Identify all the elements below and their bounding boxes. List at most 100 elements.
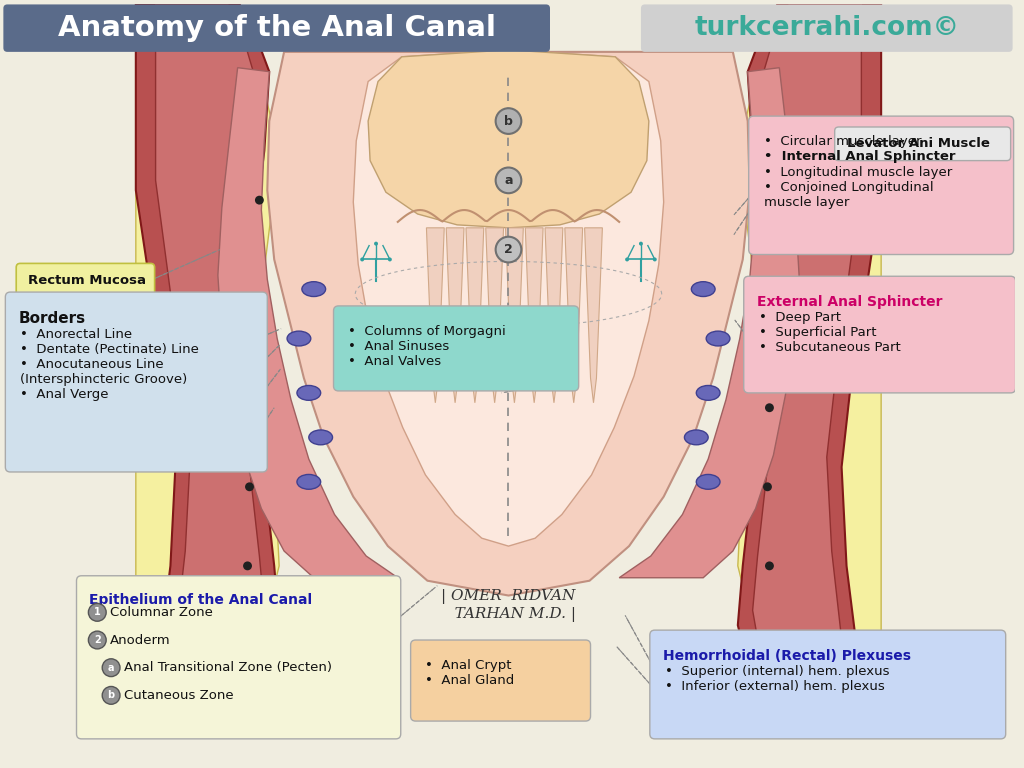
Text: Epithelium of the Anal Canal: Epithelium of the Anal Canal bbox=[89, 593, 312, 607]
Circle shape bbox=[496, 108, 521, 134]
Circle shape bbox=[102, 659, 120, 677]
Text: Anatomy of the Anal Canal: Anatomy of the Anal Canal bbox=[58, 14, 497, 42]
Text: Anoderm: Anoderm bbox=[111, 634, 171, 647]
Text: •  Anocutaneous Line
(Intersphincteric Groove): • Anocutaneous Line (Intersphincteric Gr… bbox=[20, 359, 187, 386]
FancyBboxPatch shape bbox=[650, 630, 1006, 739]
FancyBboxPatch shape bbox=[77, 576, 400, 739]
Text: Rectum Mucosa: Rectum Mucosa bbox=[28, 273, 146, 286]
Polygon shape bbox=[368, 50, 649, 228]
Polygon shape bbox=[466, 228, 483, 402]
Polygon shape bbox=[156, 5, 264, 665]
Circle shape bbox=[765, 561, 774, 571]
Text: a: a bbox=[504, 174, 513, 187]
Text: •  Anorectal Line: • Anorectal Line bbox=[20, 328, 132, 341]
FancyBboxPatch shape bbox=[749, 116, 1014, 254]
Text: •  Circular muscle layer: • Circular muscle layer bbox=[764, 135, 921, 148]
Text: b: b bbox=[504, 114, 513, 127]
Polygon shape bbox=[506, 228, 523, 402]
Text: •  Columns of Morgagni: • Columns of Morgagni bbox=[348, 325, 506, 338]
Text: •  Dentate (Pectinate) Line: • Dentate (Pectinate) Line bbox=[20, 343, 199, 356]
Circle shape bbox=[247, 324, 256, 333]
Ellipse shape bbox=[684, 430, 709, 445]
Circle shape bbox=[496, 167, 521, 194]
Circle shape bbox=[360, 257, 365, 261]
Polygon shape bbox=[136, 52, 280, 680]
Polygon shape bbox=[485, 228, 504, 402]
Text: Hemorrhoidal (Rectal) Plexuses: Hemorrhoidal (Rectal) Plexuses bbox=[663, 649, 910, 663]
Text: 2: 2 bbox=[504, 243, 513, 256]
Circle shape bbox=[255, 196, 264, 204]
Polygon shape bbox=[426, 228, 444, 402]
Text: •  Anal Gland: • Anal Gland bbox=[425, 674, 515, 687]
Ellipse shape bbox=[297, 475, 321, 489]
Polygon shape bbox=[565, 228, 583, 402]
Text: •  Deep Part: • Deep Part bbox=[759, 311, 841, 324]
Polygon shape bbox=[267, 52, 750, 595]
Text: •  Conjoined Longitudinal
muscle layer: • Conjoined Longitudinal muscle layer bbox=[764, 181, 933, 209]
Text: Anal Transitional Zone (Pecten): Anal Transitional Zone (Pecten) bbox=[124, 661, 332, 674]
Ellipse shape bbox=[707, 331, 730, 346]
Circle shape bbox=[496, 237, 521, 263]
Text: •  Superior (internal) hem. plexus: • Superior (internal) hem. plexus bbox=[665, 665, 889, 677]
Polygon shape bbox=[525, 228, 543, 402]
FancyBboxPatch shape bbox=[641, 5, 1013, 52]
Ellipse shape bbox=[691, 282, 715, 296]
FancyBboxPatch shape bbox=[411, 640, 591, 721]
Text: •  Superficial Part: • Superficial Part bbox=[759, 326, 877, 339]
Circle shape bbox=[88, 631, 106, 649]
Text: 1: 1 bbox=[94, 607, 100, 617]
Text: Borders: Borders bbox=[18, 311, 85, 326]
Polygon shape bbox=[753, 5, 861, 665]
Text: External Anal Sphincter: External Anal Sphincter bbox=[757, 295, 942, 309]
Text: 1: 1 bbox=[504, 332, 513, 345]
Polygon shape bbox=[738, 5, 881, 680]
Circle shape bbox=[653, 257, 656, 261]
FancyBboxPatch shape bbox=[3, 5, 550, 52]
FancyBboxPatch shape bbox=[334, 306, 579, 391]
Circle shape bbox=[374, 242, 378, 246]
Text: Columnar Zone: Columnar Zone bbox=[111, 606, 213, 619]
Text: Cutaneous Zone: Cutaneous Zone bbox=[124, 689, 233, 702]
Polygon shape bbox=[136, 5, 280, 680]
Circle shape bbox=[102, 687, 120, 704]
Circle shape bbox=[753, 196, 762, 204]
FancyBboxPatch shape bbox=[16, 263, 155, 297]
Circle shape bbox=[761, 324, 770, 333]
Circle shape bbox=[765, 403, 774, 412]
Circle shape bbox=[625, 257, 629, 261]
FancyBboxPatch shape bbox=[835, 127, 1011, 161]
Text: •  Internal Anal Sphincter: • Internal Anal Sphincter bbox=[764, 151, 955, 164]
Circle shape bbox=[243, 403, 252, 412]
Text: •  Inferior (external) hem. plexus: • Inferior (external) hem. plexus bbox=[665, 680, 885, 693]
Text: Levator Ani Muscle: Levator Ani Muscle bbox=[847, 137, 989, 151]
FancyBboxPatch shape bbox=[743, 276, 1016, 393]
Circle shape bbox=[496, 326, 521, 352]
Circle shape bbox=[245, 482, 254, 492]
Text: | OMER  RIDVAN
   TARHAN M.D. |: | OMER RIDVAN TARHAN M.D. | bbox=[440, 589, 577, 621]
Polygon shape bbox=[620, 68, 799, 578]
Text: •  Longitudinal muscle layer: • Longitudinal muscle layer bbox=[764, 166, 951, 178]
Ellipse shape bbox=[309, 430, 333, 445]
Circle shape bbox=[763, 482, 772, 492]
Text: •  Anal Verge: • Anal Verge bbox=[20, 388, 109, 401]
Text: b: b bbox=[108, 690, 115, 700]
Circle shape bbox=[388, 257, 392, 261]
Text: turkcerrahi.com©: turkcerrahi.com© bbox=[694, 15, 959, 41]
FancyBboxPatch shape bbox=[5, 292, 267, 472]
Polygon shape bbox=[585, 228, 602, 402]
Ellipse shape bbox=[297, 386, 321, 400]
Ellipse shape bbox=[287, 331, 311, 346]
Ellipse shape bbox=[696, 475, 720, 489]
Text: a: a bbox=[108, 663, 115, 673]
Polygon shape bbox=[353, 50, 664, 546]
Text: •  Anal Crypt: • Anal Crypt bbox=[425, 659, 512, 672]
Circle shape bbox=[243, 561, 252, 571]
Circle shape bbox=[88, 604, 106, 621]
Polygon shape bbox=[545, 228, 563, 402]
Polygon shape bbox=[738, 52, 881, 680]
Ellipse shape bbox=[696, 386, 720, 400]
Polygon shape bbox=[218, 68, 397, 578]
Text: •  Anal Sinuses: • Anal Sinuses bbox=[348, 340, 450, 353]
Ellipse shape bbox=[302, 282, 326, 296]
Text: •  Subcutaneous Part: • Subcutaneous Part bbox=[759, 342, 900, 355]
